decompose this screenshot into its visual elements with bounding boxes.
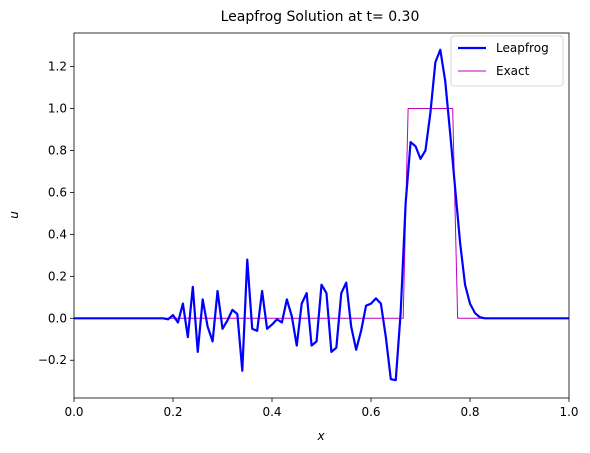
x-tick-label: 0.0 <box>64 405 83 419</box>
x-tick-label: 0.8 <box>460 405 479 419</box>
y-tick-label: 1.2 <box>48 60 67 74</box>
x-axis-label: x <box>316 429 325 443</box>
y-tick-label: 1.0 <box>48 102 67 116</box>
x-axis: 0.0 0.2 0.4 0.6 0.8 1.0 <box>64 398 579 419</box>
legend: Leapfrog Exact <box>450 35 564 87</box>
legend-label-leapfrog: Leapfrog <box>496 41 549 55</box>
x-tick-label: 0.2 <box>163 405 182 419</box>
x-tick-label: 0.6 <box>361 405 380 419</box>
y-axis-label: u <box>7 211 21 219</box>
plot-area <box>73 32 570 399</box>
series-layer <box>74 48 569 382</box>
y-tick-label: 0.6 <box>48 185 67 199</box>
y-axis: −0.2 0.0 0.2 0.4 0.6 0.8 1.0 1.2 <box>38 60 74 367</box>
y-tick-label: 0.2 <box>48 269 67 283</box>
y-tick-label: 0.0 <box>48 311 67 325</box>
legend-label-exact: Exact <box>496 64 530 78</box>
y-tick-label: 0.4 <box>48 227 67 241</box>
y-tick-label: 0.8 <box>48 143 67 157</box>
chart-title: Leapfrog Solution at t= 0.30 <box>221 9 420 25</box>
series-line-leapfrog <box>74 48 569 382</box>
x-tick-label: 0.4 <box>262 405 281 419</box>
y-tick-label: −0.2 <box>38 353 67 367</box>
x-tick-label: 1.0 <box>559 405 578 419</box>
plot-frame <box>73 32 570 399</box>
plot-background <box>74 33 569 398</box>
